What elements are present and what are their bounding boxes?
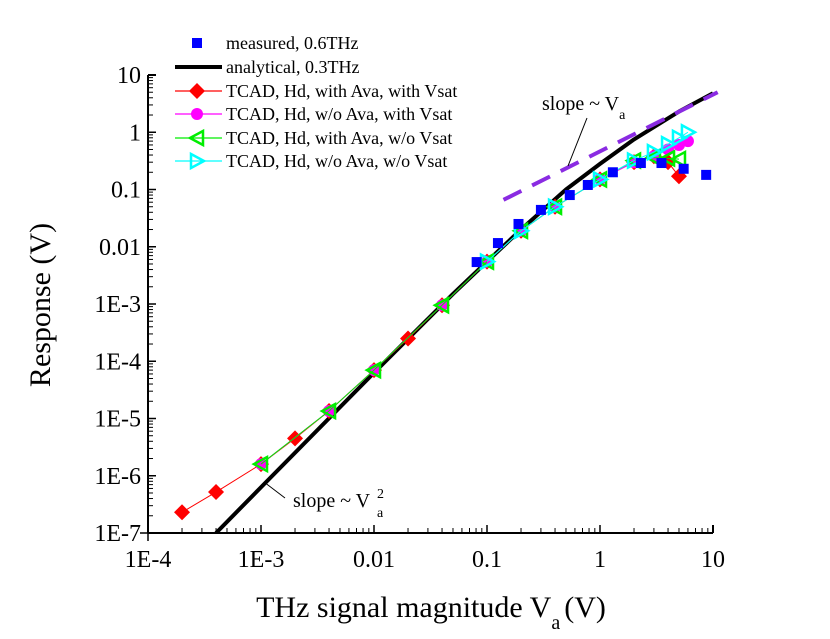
series-0	[471, 158, 712, 268]
series-line	[260, 157, 680, 465]
slope-va2-leader	[263, 481, 286, 499]
data-point	[582, 179, 593, 190]
series-2	[174, 148, 687, 521]
x-tick-label: 10	[701, 547, 725, 573]
data-point	[671, 128, 689, 147]
legend-label: analytical, 0.3THz	[226, 57, 359, 77]
data-point	[319, 401, 337, 421]
x-tick-label: 0.1	[472, 547, 502, 573]
legend-item: TCAD, Hd, w/o Ava, with Vsat	[175, 104, 452, 124]
data-point	[701, 169, 712, 180]
slope-va-dashed-line	[502, 90, 719, 202]
data-point	[471, 257, 482, 268]
legend: measured, 0.6THz analytical, 0.3THz TCAD, …	[175, 33, 457, 171]
y-tick-label: 1E-5	[94, 407, 141, 433]
series-4	[251, 148, 687, 474]
data-point	[656, 158, 667, 169]
data-point	[592, 170, 610, 189]
axis-titles: THz signal magnitude Va (V) Response (V)	[24, 223, 606, 634]
series-line	[181, 155, 680, 513]
legend-label: TCAD, Hd, w/o Ava, w/o Vsat	[226, 151, 447, 171]
legend-marker	[192, 38, 202, 48]
data-point	[660, 135, 678, 154]
legend-marker	[187, 128, 205, 148]
y-tick-label: 1E-4	[94, 349, 141, 375]
legend-item: TCAD, Hd, w/o Ava, w/o Vsat	[175, 151, 447, 171]
legend-item: TCAD, Hd, with Ava, with Vsat	[175, 81, 457, 101]
legend-label: TCAD, Hd, with Ava, w/o Vsat	[226, 128, 452, 148]
data-point	[492, 238, 503, 249]
legend-item: analytical, 0.3THz	[175, 57, 359, 77]
x-tick-label: 1E-3	[238, 547, 285, 573]
data-point	[513, 218, 524, 229]
x-axis-title: THz signal magnitude Va (V)	[256, 591, 606, 634]
data-point	[646, 143, 664, 162]
data-point	[564, 190, 575, 201]
y-tick-label: 1	[129, 120, 141, 146]
plot-series	[174, 90, 719, 533]
slope-va-leader	[567, 117, 588, 167]
series-line	[486, 131, 689, 262]
series-5	[479, 123, 698, 271]
legend-marker	[189, 83, 205, 99]
data-point	[208, 484, 225, 501]
x-tick-label: 0.01	[353, 547, 395, 573]
data-point	[251, 454, 269, 474]
data-point	[635, 158, 646, 169]
y-tick-label: 0.01	[99, 235, 141, 261]
data-point	[432, 296, 450, 315]
y-tick-label: 0.1	[111, 178, 141, 204]
series-line	[260, 140, 689, 465]
data-point	[678, 163, 689, 174]
slope-va-label: slope ~ Va	[542, 93, 626, 123]
data-point	[547, 197, 565, 216]
legend-item: measured, 0.6THz	[192, 33, 358, 53]
data-point	[174, 504, 191, 521]
y-tick-label: 1E-6	[94, 464, 141, 490]
data-point	[669, 149, 687, 169]
axes: 1E-4 1E-3 0.01 0.1 1 10 1E-7 1E-6 1E-5 1E-4 1E-3 0.…	[94, 63, 725, 573]
legend-label: TCAD, Hd, w/o Ava, with Vsat	[226, 104, 452, 124]
series-3	[255, 135, 694, 471]
y-tick-label: 10	[117, 63, 141, 89]
legend-item: TCAD, Hd, with Ava, w/o Vsat	[175, 128, 452, 148]
legend-label: measured, 0.6THz	[226, 33, 358, 53]
legend-marker	[189, 151, 207, 171]
data-point	[607, 167, 618, 178]
data-point	[364, 361, 382, 380]
y-axis-title: Response (V)	[24, 223, 57, 387]
legend-label: TCAD, Hd, with Ava, with Vsat	[226, 81, 457, 101]
y-tick-label: 1E-3	[94, 292, 141, 318]
data-point	[626, 151, 644, 170]
x-tick-label: 1	[594, 547, 606, 573]
legend-marker	[191, 108, 203, 120]
data-point	[680, 123, 698, 142]
data-point	[535, 204, 546, 215]
y-tick-label: 1E-7	[94, 521, 141, 547]
x-tick-label: 1E-4	[125, 547, 172, 573]
